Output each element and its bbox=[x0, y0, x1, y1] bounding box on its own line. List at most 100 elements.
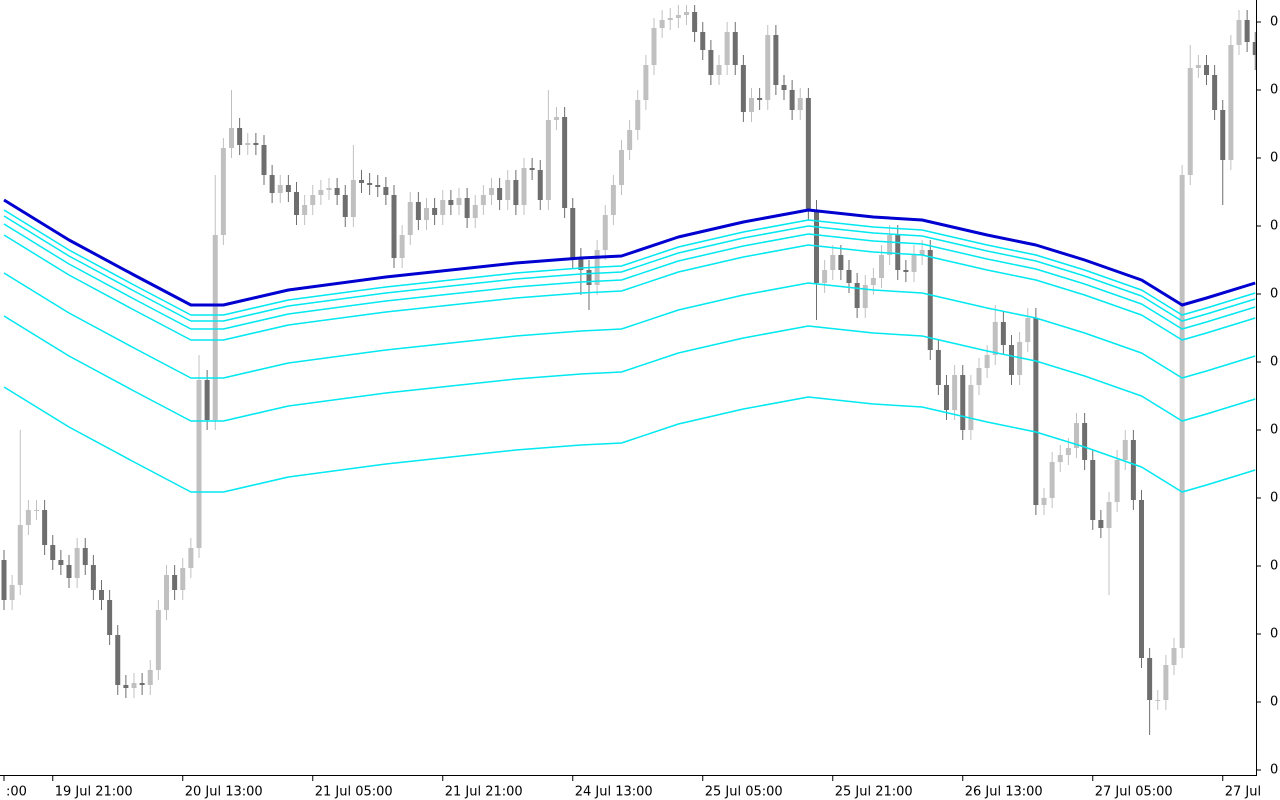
candle-body bbox=[489, 188, 494, 195]
candle-body bbox=[1195, 65, 1201, 68]
candle-body bbox=[1074, 423, 1079, 448]
candle-body bbox=[854, 283, 860, 308]
candle-body bbox=[164, 575, 169, 610]
x-tick-label: 21 Jul 05:00 bbox=[315, 785, 393, 800]
candle-body bbox=[960, 375, 966, 430]
candle-body bbox=[724, 32, 730, 65]
x-tick-label: 25 Jul 21:00 bbox=[835, 785, 913, 800]
candle-body bbox=[342, 195, 348, 217]
candle-body bbox=[123, 685, 129, 688]
candle-body bbox=[1017, 342, 1023, 375]
candle-body bbox=[684, 12, 689, 15]
candle-body bbox=[326, 188, 332, 190]
candle-body bbox=[432, 208, 438, 215]
candle-body bbox=[952, 375, 958, 410]
candle-body bbox=[1244, 20, 1250, 42]
candle-body bbox=[529, 168, 535, 170]
candle-body bbox=[838, 255, 844, 270]
candle-body bbox=[229, 128, 234, 148]
candle-body bbox=[131, 683, 137, 688]
candle-body bbox=[66, 565, 72, 578]
candle-body bbox=[448, 200, 454, 205]
candle-body bbox=[172, 575, 178, 590]
candle-body bbox=[911, 255, 917, 272]
candle-body bbox=[139, 683, 145, 685]
candle-body bbox=[99, 590, 104, 600]
candle-body bbox=[285, 185, 291, 192]
y-tick-label: 0 bbox=[1270, 355, 1278, 370]
candle-body bbox=[367, 183, 373, 185]
candle-body bbox=[1212, 75, 1218, 110]
candle-body bbox=[562, 117, 568, 208]
candle-body bbox=[789, 90, 795, 110]
candle-body bbox=[17, 525, 23, 585]
x-tick-label: 20 Jul 13:00 bbox=[185, 785, 263, 800]
candle-body bbox=[1025, 318, 1031, 342]
candle-body bbox=[1179, 175, 1185, 648]
candle-body bbox=[1000, 322, 1006, 345]
candle-body bbox=[578, 258, 584, 270]
candle-body bbox=[318, 190, 324, 195]
candle-body bbox=[651, 28, 657, 65]
candle-body bbox=[464, 198, 470, 218]
candle-body bbox=[383, 187, 389, 195]
candle-body bbox=[310, 195, 316, 205]
candle-body bbox=[1098, 520, 1104, 528]
x-tick-label: 19 Jul 21:00 bbox=[55, 785, 133, 800]
indicator-line bbox=[3, 386, 1256, 493]
candle-body bbox=[115, 635, 121, 685]
candle-body bbox=[797, 98, 803, 110]
candle-body bbox=[895, 235, 901, 270]
x-tick-label: 27 Jul 05:00 bbox=[1095, 785, 1173, 800]
y-tick-label: 0 bbox=[1270, 695, 1278, 710]
y-tick-label: 0 bbox=[1270, 287, 1278, 302]
candle-body bbox=[391, 195, 397, 258]
x-tick-label: 26 Jul 13:00 bbox=[965, 785, 1043, 800]
candle-body bbox=[635, 100, 641, 130]
candle-body bbox=[1228, 45, 1234, 160]
candle-body bbox=[740, 65, 746, 112]
candle-body bbox=[610, 185, 616, 215]
y-tick-label: 0 bbox=[1270, 559, 1278, 574]
indicator-line bbox=[3, 272, 1256, 379]
candle-body bbox=[440, 200, 446, 215]
y-tick-label: 0 bbox=[1270, 491, 1278, 506]
candle-body bbox=[545, 120, 551, 200]
candle-body bbox=[472, 205, 478, 218]
x-tick-label: 25 Jul 05:00 bbox=[705, 785, 783, 800]
candle-body bbox=[42, 510, 48, 545]
candle-body bbox=[700, 32, 706, 50]
y-tick-label: 0 bbox=[1270, 151, 1278, 166]
candle-body bbox=[480, 195, 486, 205]
candle-body bbox=[261, 145, 267, 175]
candle-body bbox=[90, 565, 96, 590]
candle-body bbox=[359, 180, 364, 183]
candle-body bbox=[968, 385, 974, 430]
candle-body bbox=[399, 235, 405, 258]
candle-body bbox=[82, 548, 88, 565]
candle-body bbox=[456, 198, 462, 205]
candle-body bbox=[1163, 665, 1169, 700]
candle-body bbox=[350, 180, 356, 217]
candle-body bbox=[25, 510, 31, 525]
candle-body bbox=[1204, 65, 1209, 75]
candle-body bbox=[1130, 440, 1136, 500]
candle-body bbox=[781, 85, 787, 90]
candle-body bbox=[935, 350, 941, 385]
candle-body bbox=[513, 180, 519, 205]
candle-body bbox=[415, 202, 421, 220]
plot-area bbox=[1, 5, 1256, 735]
candle-body bbox=[58, 560, 64, 565]
candle-body bbox=[732, 32, 738, 65]
candle-body bbox=[1122, 440, 1128, 460]
candle-body bbox=[862, 285, 868, 308]
candle-body bbox=[334, 188, 340, 195]
candle-body bbox=[667, 18, 673, 20]
candle-body bbox=[1082, 423, 1088, 460]
candle-body bbox=[521, 168, 527, 205]
candle-body bbox=[9, 585, 15, 600]
candle-body bbox=[773, 35, 779, 85]
indicator-line bbox=[3, 215, 1256, 322]
